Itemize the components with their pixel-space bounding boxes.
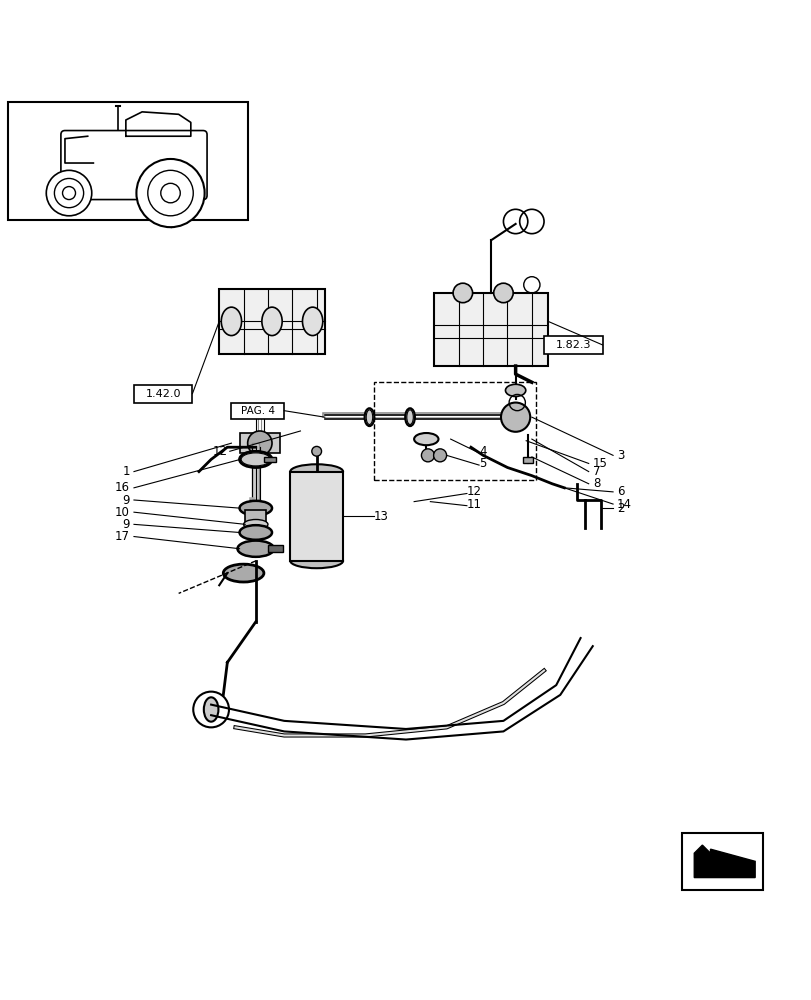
Ellipse shape [290, 464, 342, 479]
Text: 15: 15 [592, 457, 607, 470]
Bar [681, 833, 762, 890]
Text: 3: 3 [616, 449, 624, 462]
Ellipse shape [406, 410, 413, 424]
Text: 13: 13 [373, 510, 388, 523]
Bar [522, 457, 532, 463]
Text: 6: 6 [616, 485, 624, 498]
Ellipse shape [243, 519, 268, 529]
Ellipse shape [241, 453, 270, 466]
Text: 17: 17 [115, 530, 130, 543]
Ellipse shape [366, 410, 372, 424]
Circle shape [247, 431, 272, 455]
Text: 1: 1 [122, 465, 130, 478]
Ellipse shape [290, 554, 342, 568]
Circle shape [493, 283, 513, 303]
Circle shape [46, 170, 92, 216]
Text: 4: 4 [478, 445, 486, 458]
Ellipse shape [239, 501, 272, 515]
Circle shape [54, 178, 84, 208]
Circle shape [421, 449, 434, 462]
Ellipse shape [303, 307, 322, 336]
Circle shape [62, 187, 75, 200]
Ellipse shape [405, 408, 414, 426]
Ellipse shape [261, 307, 281, 336]
Text: 11: 11 [466, 498, 481, 511]
Bar [245, 510, 266, 524]
Text: 14: 14 [616, 498, 631, 511]
Ellipse shape [364, 408, 374, 426]
Text: 8: 8 [592, 477, 599, 490]
Bar [373, 382, 535, 480]
Text: 1.82.3: 1.82.3 [555, 340, 590, 350]
Bar [543, 336, 602, 354]
Bar [434, 293, 547, 366]
Bar [239, 433, 280, 453]
Text: 16: 16 [115, 481, 130, 494]
Text: 1.42.0: 1.42.0 [145, 389, 181, 399]
Circle shape [148, 170, 193, 216]
Circle shape [161, 183, 180, 203]
Bar [290, 472, 342, 561]
Bar [8, 102, 247, 220]
Circle shape [136, 159, 204, 227]
Ellipse shape [237, 541, 274, 557]
Bar [268, 545, 282, 552]
Ellipse shape [204, 697, 218, 722]
Text: 10: 10 [115, 506, 130, 519]
Polygon shape [693, 845, 754, 878]
Ellipse shape [414, 433, 438, 445]
Ellipse shape [504, 384, 526, 396]
Circle shape [311, 446, 321, 456]
Bar [264, 457, 276, 462]
Text: 2: 2 [616, 502, 624, 515]
FancyBboxPatch shape [61, 131, 207, 200]
Ellipse shape [221, 307, 241, 336]
Text: 9: 9 [122, 493, 130, 506]
Circle shape [500, 403, 530, 432]
Bar [134, 385, 192, 403]
Text: 12: 12 [466, 485, 481, 498]
Text: 5: 5 [478, 457, 486, 470]
Bar [219, 289, 324, 354]
Ellipse shape [239, 525, 272, 540]
Text: 7: 7 [592, 465, 599, 478]
Circle shape [453, 283, 472, 303]
Bar [231, 403, 284, 419]
Text: PAG. 4: PAG. 4 [241, 406, 274, 416]
Ellipse shape [239, 451, 272, 468]
Text: 12: 12 [212, 445, 227, 458]
Circle shape [433, 449, 446, 462]
Ellipse shape [223, 564, 264, 582]
Text: 9: 9 [122, 518, 130, 531]
